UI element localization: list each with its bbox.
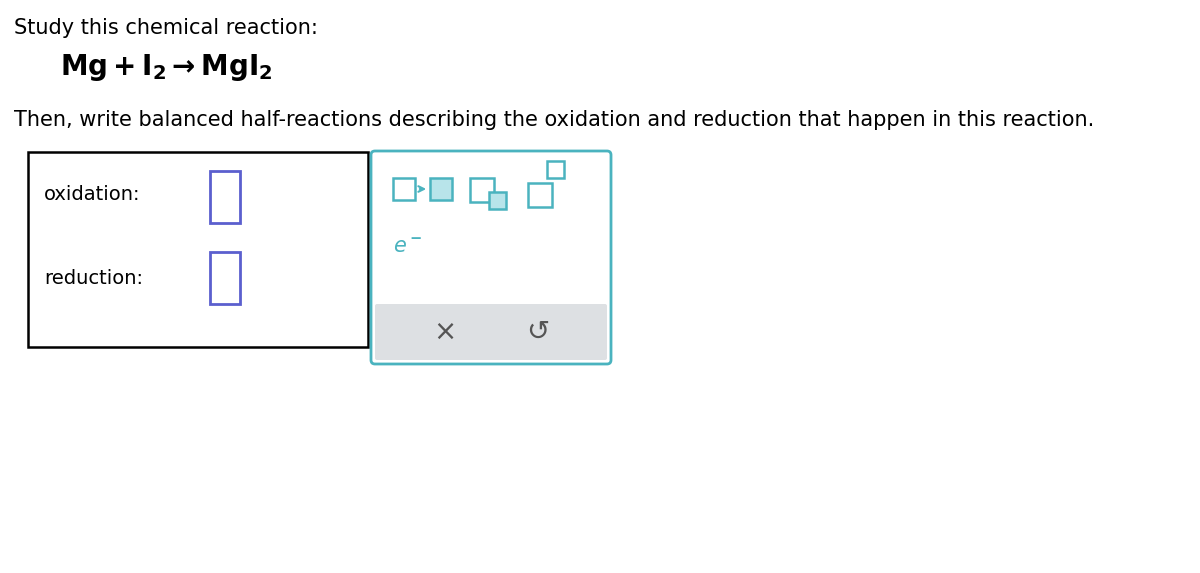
Text: ×: × xyxy=(433,318,456,346)
FancyBboxPatch shape xyxy=(28,152,368,347)
FancyBboxPatch shape xyxy=(210,171,240,223)
FancyBboxPatch shape xyxy=(394,178,415,200)
Text: oxidation:: oxidation: xyxy=(44,186,140,205)
FancyBboxPatch shape xyxy=(490,192,506,209)
FancyBboxPatch shape xyxy=(470,178,494,202)
FancyBboxPatch shape xyxy=(547,161,564,178)
Text: ↺: ↺ xyxy=(526,318,550,346)
FancyBboxPatch shape xyxy=(430,178,452,200)
FancyBboxPatch shape xyxy=(210,252,240,304)
FancyBboxPatch shape xyxy=(528,183,552,207)
Text: Then, write balanced half-reactions describing the oxidation and reduction that : Then, write balanced half-reactions desc… xyxy=(14,110,1094,130)
Text: $\mathbf{Mg + I_2 \rightarrow MgI_2}$: $\mathbf{Mg + I_2 \rightarrow MgI_2}$ xyxy=(60,52,272,83)
Text: $\it{e}^{\,\mathbf{-}}$: $\it{e}^{\,\mathbf{-}}$ xyxy=(394,237,422,257)
Text: Study this chemical reaction:: Study this chemical reaction: xyxy=(14,18,318,38)
FancyBboxPatch shape xyxy=(374,304,607,360)
Text: reduction:: reduction: xyxy=(44,269,143,288)
FancyBboxPatch shape xyxy=(371,151,611,364)
